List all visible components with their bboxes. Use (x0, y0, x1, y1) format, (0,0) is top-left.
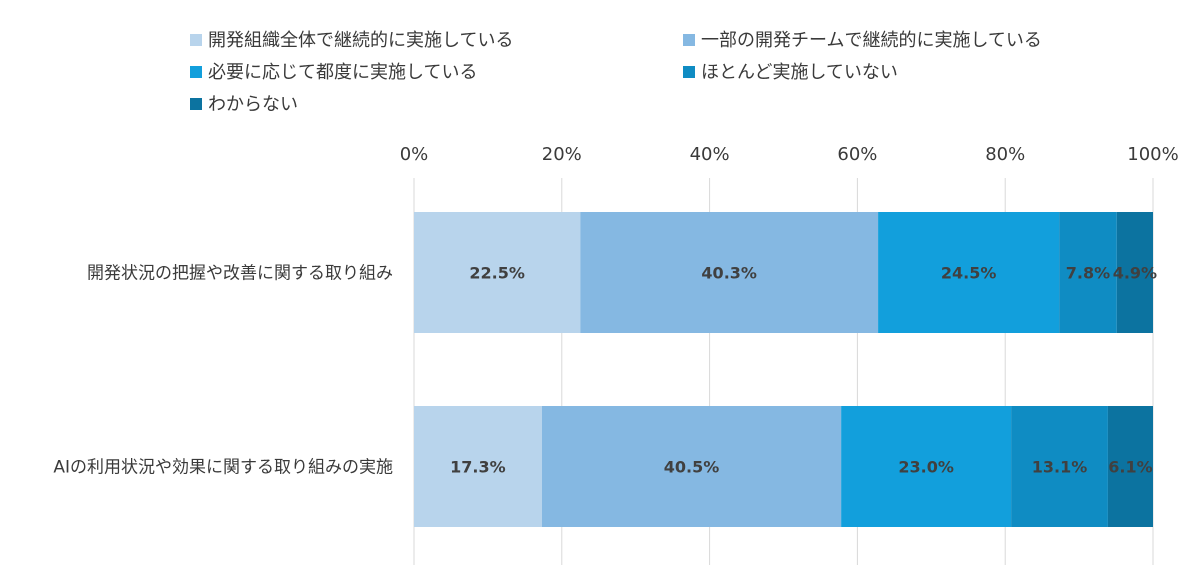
category-label: 開発状況の把握や改善に関する取り組み (87, 264, 393, 284)
bar-segment (414, 406, 542, 527)
bar-segment (580, 212, 879, 333)
bar-segment (841, 406, 1012, 527)
legend-label: ほとんど実施していない (701, 62, 898, 83)
data-label: 22.5% (469, 264, 525, 283)
data-label: 6.1% (1108, 458, 1152, 477)
data-label: 4.9% (1113, 264, 1157, 283)
bars (414, 212, 1153, 527)
x-tick-label: 20% (542, 144, 582, 165)
legend-swatch (190, 34, 202, 46)
category-labels: 開発状況の把握や改善に関する取り組み AIの利用状況や効果に関する取り組みの実施 (53, 264, 393, 478)
bar-segment (541, 406, 842, 527)
data-label: 40.3% (701, 264, 757, 283)
x-tick-label: 40% (690, 144, 730, 165)
x-tick-label: 0% (400, 144, 429, 165)
category-label: AIの利用状況や効果に関する取り組みの実施 (53, 458, 393, 478)
data-label: 7.8% (1066, 264, 1110, 283)
data-labels: 22.5% 40.3% 24.5% 7.8% 4.9% 17.3% 40.5% 23.0% 13… (450, 264, 1157, 477)
bar-segment (878, 212, 1060, 333)
data-label: 13.1% (1032, 458, 1088, 477)
x-tick-label: 80% (985, 144, 1025, 165)
bar-segment (1107, 406, 1153, 527)
legend-label: 一部の開発チームで継続的に実施している (701, 30, 1042, 51)
x-axis-ticks: 0% 20% 40% 60% 80% 100% (400, 144, 1179, 165)
legend-swatch (683, 66, 695, 78)
legend-swatch (190, 66, 202, 78)
bar-segment (1116, 212, 1153, 333)
bar-segment (414, 212, 581, 333)
bar-segment (1011, 406, 1108, 527)
bar-segment (1059, 212, 1117, 333)
legend-swatch (683, 34, 695, 46)
x-tick-label: 100% (1127, 144, 1178, 165)
x-tick-label: 60% (837, 144, 877, 165)
legend-swatch (190, 98, 202, 110)
legend-label: 必要に応じて都度に実施している (208, 62, 477, 83)
data-label: 17.3% (450, 458, 506, 477)
data-label: 40.5% (664, 458, 720, 477)
legend-label: わからない (208, 94, 298, 115)
legend-label: 開発組織全体で継続的に実施している (208, 30, 513, 51)
legend: 開発組織全体で継続的に実施している 一部の開発チームで継続的に実施している必要に応… (190, 30, 1042, 115)
data-label: 23.0% (898, 458, 954, 477)
data-label: 24.5% (941, 264, 997, 283)
